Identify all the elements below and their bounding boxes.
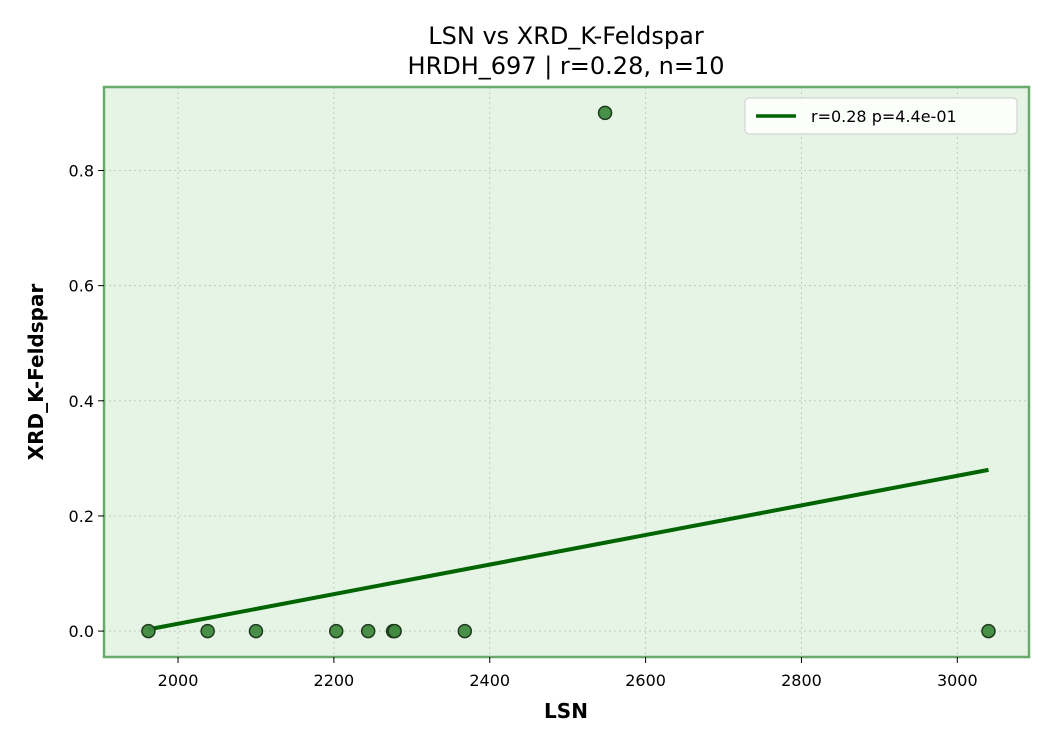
y-tick-label: 0.0 — [69, 622, 94, 641]
y-tick-label: 0.8 — [69, 161, 94, 180]
chart-title: LSN vs XRD_K-Feldspar — [428, 22, 704, 50]
y-axis-label: XRD_K-Feldspar — [24, 284, 48, 461]
x-tick-label: 2200 — [314, 671, 355, 690]
x-tick-label: 2000 — [158, 671, 199, 690]
data-point — [981, 623, 996, 639]
x-tick-label: 2800 — [781, 671, 822, 690]
chart-subtitle: HRDH_697 | r=0.28, n=10 — [408, 52, 725, 80]
plot-frame — [102, 85, 1031, 659]
y-tick-label: 0.6 — [69, 277, 94, 296]
y-tick-label: 0.2 — [69, 507, 94, 526]
fit-line-group — [148, 467, 989, 632]
legend-label: r=0.28 p=4.4e-01 — [811, 107, 957, 126]
plot-area — [104, 87, 1029, 657]
fit-line — [148, 467, 989, 632]
x-tick-label: 3000 — [937, 671, 978, 690]
data-points — [141, 105, 996, 639]
x-tick-label: 2400 — [469, 671, 510, 690]
data-point — [248, 623, 264, 639]
data-point — [360, 623, 376, 639]
data-point — [597, 105, 613, 121]
x-axis-label: LSN — [544, 699, 588, 723]
y-axis-ticks: 0.0 0.2 0.4 0.6 0.8 — [69, 161, 104, 641]
data-point — [328, 623, 344, 639]
legend: r=0.28 p=4.4e-01 — [744, 97, 1018, 135]
data-point — [457, 623, 473, 639]
data-point — [141, 623, 156, 639]
grid — [104, 87, 1029, 657]
data-point — [387, 623, 402, 639]
x-tick-label: 2600 — [625, 671, 666, 690]
y-tick-label: 0.4 — [69, 392, 94, 411]
legend-box — [744, 97, 1018, 135]
data-point — [200, 623, 215, 639]
x-axis-ticks: 2000 2200 2400 2600 2800 3000 — [158, 657, 978, 690]
